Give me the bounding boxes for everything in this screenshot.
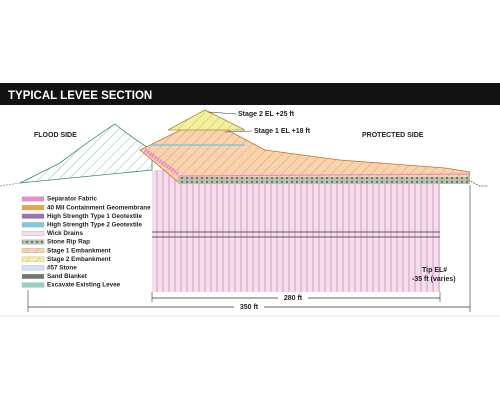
legend-swatch — [21, 273, 45, 279]
legend-label: Stone Rip Rap — [47, 239, 90, 246]
rip-rap-slope — [143, 148, 180, 176]
stage2-embankment — [167, 109, 246, 131]
stage2-label: Stage 2 EL +25 ft — [238, 111, 295, 118]
dim-bg — [278, 293, 308, 303]
legend-label: Excavate Existing Levee — [47, 282, 121, 289]
dimension-outer: 350 ft — [240, 304, 259, 311]
legend-swatch — [21, 222, 45, 228]
wick-drains — [152, 170, 440, 292]
legend-label: High Strength Type 1 Geotextile — [47, 213, 143, 220]
legend-swatch — [21, 282, 45, 288]
legend-label: Stage 1 Embankment — [47, 247, 112, 254]
legend-label: Separator Fabric — [47, 196, 98, 203]
legend-swatch — [21, 230, 45, 236]
legend-label: Stage 2 Embankment — [47, 256, 112, 263]
protected-side: PROTECTED SIDE — [362, 132, 424, 139]
legend-label: #57 Stone — [47, 264, 77, 271]
legend-label: 40 Mil Containment Geomembrane — [47, 204, 151, 211]
flood-side: FLOOD SIDE — [34, 132, 77, 139]
legend-swatch — [21, 213, 45, 219]
ground-edge — [467, 179, 488, 187]
stone-rip-rap — [178, 177, 470, 184]
stage1-label: Stage 1 EL +18 ft — [254, 128, 311, 135]
separator-fabric — [177, 173, 471, 177]
legend-swatch — [21, 248, 45, 254]
legend-label: Wick Drains — [47, 230, 83, 237]
ground-edge — [0, 182, 21, 187]
legend-swatch — [21, 205, 45, 211]
leader — [207, 111, 238, 115]
leader — [224, 130, 253, 133]
legend-swatch — [21, 256, 45, 262]
legend-swatch — [21, 196, 45, 202]
title-bar — [0, 83, 500, 105]
title: TYPICAL LEVEE SECTION — [8, 90, 152, 102]
legend-swatch — [21, 239, 45, 245]
legend-label: Sand Blanket — [47, 273, 88, 280]
legend-swatch — [21, 265, 45, 271]
tip-label: Tip EL# — [422, 267, 447, 274]
legend-label: High Strength Type 2 Geotextile — [47, 221, 143, 228]
dimension-inner: 280 ft — [284, 295, 303, 302]
tip-label: -35 ft (varies) — [412, 276, 456, 283]
dim-bg — [234, 302, 264, 312]
